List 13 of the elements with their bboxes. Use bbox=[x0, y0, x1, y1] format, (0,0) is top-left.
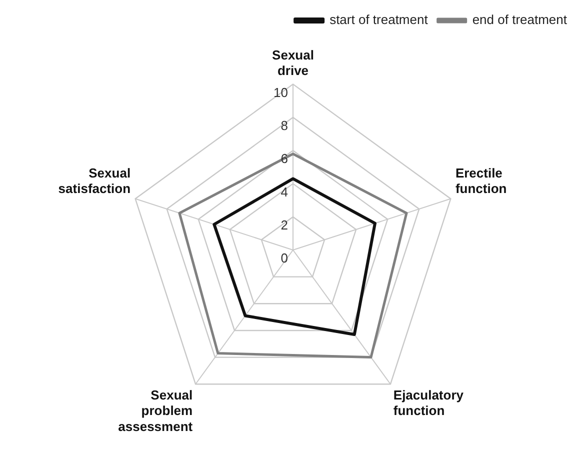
spoke-label: Sexual problem assessment bbox=[118, 388, 194, 434]
y-tick-label: 4 bbox=[280, 184, 288, 200]
legend-label: end of treatment bbox=[472, 12, 568, 28]
y-tick-label: 2 bbox=[280, 217, 288, 232]
spoke-label: Ejaculatory function bbox=[393, 388, 464, 418]
y-tick-label: 0 bbox=[280, 250, 288, 266]
y-tick-label: 6 bbox=[280, 151, 288, 166]
spoke-label: Erectile function bbox=[455, 165, 507, 196]
spoke-label: Sexual satisfaction bbox=[58, 165, 131, 196]
legend-label: start of treatment bbox=[330, 12, 428, 28]
spoke-label: Sexual drive bbox=[272, 47, 314, 78]
y-tick-label: 10 bbox=[274, 84, 288, 100]
y-tick-label: 8 bbox=[280, 118, 288, 133]
